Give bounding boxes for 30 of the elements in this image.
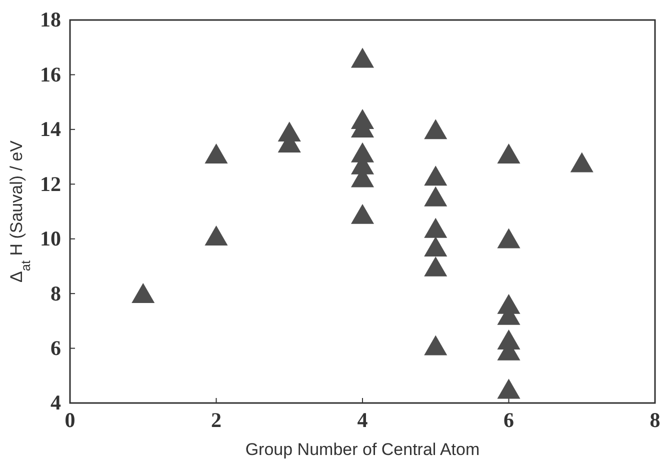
y-tick-label: 8: [50, 281, 61, 306]
point: [570, 152, 594, 172]
point: [497, 143, 520, 164]
x-tick-label: 6: [504, 408, 514, 432]
point: [424, 218, 448, 238]
point: [350, 204, 374, 224]
point: [424, 236, 448, 256]
y-tick-label: 14: [40, 117, 62, 142]
y-tick-label: 12: [40, 172, 61, 196]
y-tick-label: 16: [40, 62, 61, 86]
point: [424, 186, 448, 206]
point: [424, 256, 448, 276]
y-tick-label: 10: [40, 226, 61, 251]
point: [497, 228, 520, 248]
x-tick-label: 2: [211, 408, 222, 432]
x-axis-title: Group Number of Central Atom: [245, 440, 480, 459]
point: [424, 335, 448, 356]
point: [350, 48, 374, 68]
point: [204, 226, 228, 246]
x-tick-label: 4: [357, 408, 368, 432]
point: [132, 283, 155, 303]
x-tick-label: 0: [64, 408, 76, 432]
point: [424, 119, 448, 140]
point: [424, 166, 448, 186]
y-tick-label: 4: [50, 390, 62, 415]
point: [497, 378, 520, 399]
y-tick-label: 18: [40, 8, 61, 32]
point: [204, 143, 228, 164]
y-tick-label: 6: [50, 336, 61, 360]
x-tick-label: 8: [650, 408, 660, 432]
